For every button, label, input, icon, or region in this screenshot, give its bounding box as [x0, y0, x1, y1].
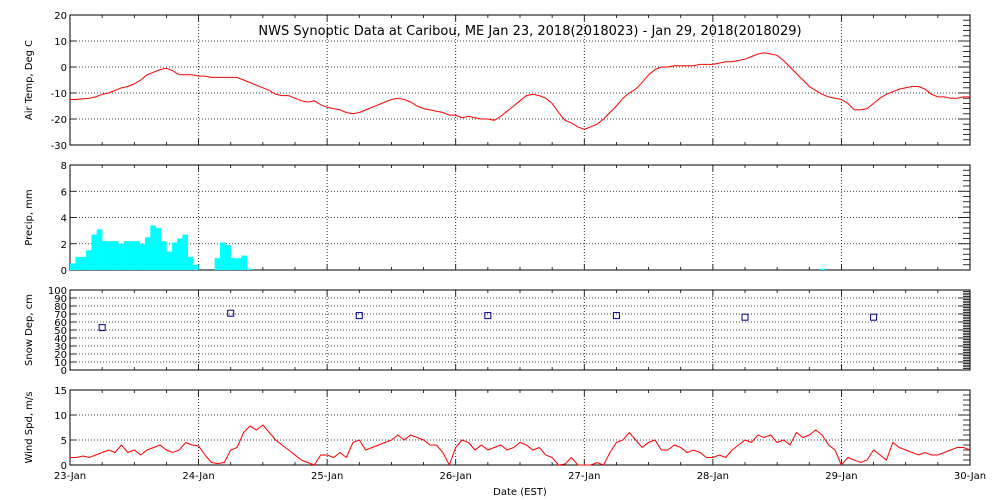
- precip-bar: [75, 256, 82, 270]
- x-tick-label: 27-Jan: [568, 471, 600, 482]
- y-tick-label: 20: [54, 350, 67, 361]
- precip-bar: [241, 255, 248, 270]
- precip-bar: [128, 241, 135, 270]
- precip-bar: [171, 242, 178, 270]
- y-tick-label: -20: [51, 115, 67, 126]
- x-tick-label: 26-Jan: [440, 471, 472, 482]
- y-tick-label: 0: [61, 366, 67, 377]
- y-axis-label: Air Temp, Deg C: [24, 40, 35, 120]
- snow-depth-point: [741, 313, 749, 321]
- precip-bar: [96, 229, 103, 270]
- precip-bar: [182, 234, 189, 270]
- y-tick-label: 10: [54, 37, 67, 48]
- precip-bar: [246, 268, 253, 270]
- y-tick-label: 15: [54, 386, 67, 397]
- y-tick-label: 0: [61, 63, 67, 74]
- chart-title: NWS Synoptic Data at Caribou, ME Jan 23,…: [258, 24, 801, 39]
- x-tick-label: 29-Jan: [825, 471, 857, 482]
- y-tick-label: 2: [61, 240, 67, 251]
- snow-depth-point: [355, 312, 363, 320]
- precip-bar: [161, 241, 167, 270]
- precip-bar: [118, 243, 124, 270]
- precip-bar: [187, 256, 194, 270]
- panel-precip: 0 2 4 6 8 Precip, mm: [24, 161, 971, 277]
- y-tick-label: 90: [54, 294, 67, 305]
- y-tick-label: 40: [54, 334, 67, 345]
- y-tick-label: 30: [54, 342, 67, 353]
- y-tick-label: 80: [54, 302, 67, 313]
- panel-air_temp: -30 -20 -10 0 10 20 Air Temp, Deg C: [24, 11, 971, 152]
- wind_speed-line: [70, 424, 971, 467]
- precip-bar: [102, 241, 108, 270]
- y-axis-label: Precip, mm: [24, 189, 35, 245]
- precip-bar: [86, 250, 92, 270]
- precip-bar: [107, 241, 114, 270]
- y-tick-label: 6: [61, 187, 67, 198]
- precip-bar: [166, 251, 173, 270]
- y-tick-label: 0: [61, 461, 67, 472]
- snow-depth-point: [870, 313, 878, 321]
- x-tick-label: 30-Jan: [954, 471, 986, 482]
- precip-bar: [70, 263, 76, 270]
- y-tick-label: 60: [54, 318, 67, 329]
- panel-wind_speed: 0 5 10 15 Wind Spd, m/s: [24, 386, 971, 472]
- y-axis-label: Wind Spd, m/s: [24, 391, 35, 463]
- x-tick-label: 24-Jan: [182, 471, 214, 482]
- y-tick-label: -10: [51, 89, 67, 100]
- precip-bar: [214, 258, 221, 270]
- precip-bar: [193, 264, 199, 270]
- precip-bar: [112, 241, 119, 270]
- x-axis-label: Date (EST): [493, 487, 547, 498]
- precip-bar: [819, 268, 826, 270]
- y-tick-label: 10: [54, 358, 67, 369]
- precip-bar: [177, 238, 183, 270]
- y-tick-label: -30: [51, 141, 67, 152]
- precip-bar: [91, 234, 98, 270]
- y-tick-label: 100: [48, 286, 67, 297]
- precip-bar: [236, 258, 242, 270]
- snow-depth-point: [484, 312, 492, 320]
- precip-bar: [150, 225, 157, 270]
- y-tick-label: 20: [54, 11, 67, 22]
- precip-bar: [155, 228, 162, 270]
- precip-bar: [230, 258, 237, 270]
- snow-depth-point: [98, 324, 106, 332]
- y-tick-label: 5: [61, 436, 67, 447]
- y-tick-label: 10: [54, 411, 67, 422]
- y-tick-label: 0: [61, 266, 67, 277]
- precip-bar: [225, 245, 231, 270]
- y-tick-label: 70: [54, 310, 67, 321]
- x-tick-label: 23-Jan: [54, 471, 86, 482]
- precip-bar: [80, 256, 87, 270]
- precip-bar: [123, 241, 130, 270]
- snow-depth-point: [612, 312, 620, 320]
- snow-depth-point: [227, 309, 235, 317]
- panel-frame: [69, 389, 971, 466]
- y-tick-label: 4: [61, 214, 67, 225]
- precip-bar: [134, 241, 140, 270]
- x-tick-label: 28-Jan: [697, 471, 729, 482]
- y-tick-label: 50: [54, 326, 67, 337]
- precip-bar: [220, 242, 226, 270]
- y-axis-label: Snow Dep, cm: [24, 294, 35, 366]
- y-tick-label: 8: [61, 161, 67, 172]
- air_temp-line: [70, 52, 970, 130]
- precip-bar: [144, 237, 151, 270]
- x-tick-label: 25-Jan: [311, 471, 343, 482]
- precip-bar: [139, 243, 146, 270]
